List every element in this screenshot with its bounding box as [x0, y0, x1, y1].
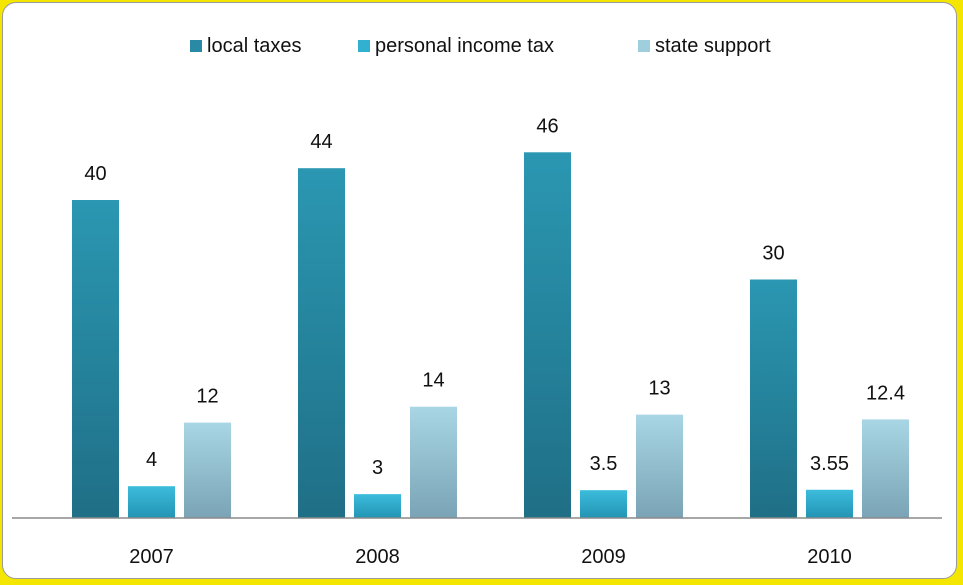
bar-personal-income-tax-2007: [128, 486, 175, 518]
value-labels: 40 4 12 44 3 14 46 3.5 13 30 3.55 12.4: [84, 115, 905, 479]
data-label: 46: [536, 115, 558, 137]
bar-local-taxes-2007: [72, 200, 119, 518]
data-label: 40: [84, 163, 106, 185]
legend-swatch: [638, 40, 650, 52]
data-label: 14: [422, 370, 444, 392]
data-label: 30: [762, 243, 784, 265]
x-tick-label: 2009: [581, 546, 626, 568]
data-label: 3.55: [810, 453, 849, 475]
x-axis-tick-labels: 2007 2008 2009 2010: [129, 546, 852, 568]
data-label: 3.5: [590, 453, 618, 475]
legend-swatch: [358, 40, 370, 52]
chart-frame: [2, 2, 957, 579]
legend-swatch: [190, 40, 202, 52]
data-label: 12.4: [866, 382, 905, 404]
bar-state-support-2008: [410, 406, 457, 518]
x-tick-label: 2007: [129, 546, 174, 568]
bar-local-taxes-2009: [524, 152, 571, 519]
bars: [72, 152, 909, 519]
legend-label: local taxes: [207, 35, 302, 57]
bar-local-taxes-2008: [298, 168, 345, 518]
bar-personal-income-tax-2009: [580, 490, 627, 518]
x-tick-label: 2008: [355, 546, 400, 568]
legend-label: state support: [655, 35, 771, 57]
bar-state-support-2007: [184, 422, 231, 518]
data-label: 12: [196, 386, 218, 408]
legend-label: personal income tax: [375, 35, 554, 57]
bar-state-support-2010: [862, 419, 909, 518]
bar-local-taxes-2010: [750, 279, 797, 518]
bar-state-support-2009: [636, 414, 683, 518]
data-label: 44: [310, 131, 332, 153]
bar-personal-income-tax-2010: [806, 489, 853, 518]
data-label: 13: [648, 378, 670, 400]
legend: local taxes personal income tax state supp…: [190, 35, 771, 57]
data-label: 4: [146, 449, 157, 471]
x-tick-label: 2010: [807, 546, 852, 568]
bar-personal-income-tax-2008: [354, 494, 401, 518]
data-label: 3: [372, 457, 383, 479]
